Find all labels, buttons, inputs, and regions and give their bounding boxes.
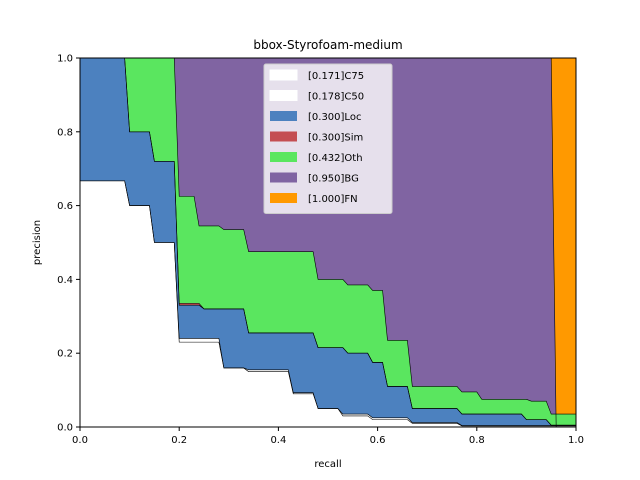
x-tick-label: 0.0 bbox=[72, 435, 88, 446]
y-tick-label: 0.8 bbox=[57, 127, 73, 138]
y-axis-title: precision bbox=[32, 220, 43, 265]
legend-swatch-loc bbox=[270, 111, 297, 121]
legend: [0.171]C75 [0.178]C50 [0.300]Loc [0.300]Sim… bbox=[263, 63, 393, 214]
y-tick-label: 0.4 bbox=[57, 275, 73, 286]
legend-swatch-c50 bbox=[269, 90, 298, 101]
area-layers bbox=[80, 58, 576, 427]
legend-label-oth: [0.432]Oth bbox=[308, 153, 363, 164]
axis-ticks: 0.0 0.2 0.4 0.6 0.8 1.0 0.0 0.2 0.4 0.6 0.8 1.0 bbox=[57, 54, 584, 447]
legend-label-c50: [0.178]C50 bbox=[308, 92, 364, 103]
legend-label-c75: [0.171]C75 bbox=[308, 71, 364, 82]
legend-swatch-sim bbox=[270, 131, 297, 142]
x-tick-label: 0.8 bbox=[469, 435, 485, 446]
legend-swatch-oth bbox=[270, 152, 297, 162]
legend-swatch-bg bbox=[270, 172, 297, 183]
x-tick-label: 0.6 bbox=[370, 435, 386, 446]
legend-label-sim: [0.300]Sim bbox=[308, 133, 363, 144]
y-tick-label: 0.6 bbox=[57, 201, 73, 212]
outline-oth bbox=[80, 57, 576, 415]
area-c75 bbox=[80, 180, 576, 427]
x-tick-label: 1.0 bbox=[568, 435, 584, 446]
legend-swatch-c75 bbox=[269, 69, 298, 81]
y-tick-label: 0.0 bbox=[57, 423, 73, 434]
y-tick-label: 1.0 bbox=[57, 54, 73, 65]
x-tick-label: 0.2 bbox=[171, 435, 187, 446]
plot-frame bbox=[79, 57, 577, 428]
legend-swatch-fn bbox=[270, 193, 297, 203]
x-tick-label: 0.4 bbox=[270, 435, 286, 446]
y-tick-label: 0.2 bbox=[57, 349, 73, 360]
outline-sim bbox=[80, 57, 576, 426]
chart-title: bbox-Styrofoam-medium bbox=[253, 38, 402, 52]
x-axis-title: recall bbox=[314, 459, 341, 470]
legend-label-bg: [0.950]BG bbox=[308, 174, 359, 185]
legend-label-loc: [0.300]Loc bbox=[308, 112, 361, 123]
outline-c50 bbox=[80, 180, 576, 426]
area-loc bbox=[80, 58, 576, 427]
legend-label-fn: [1.000]FN bbox=[308, 194, 358, 205]
